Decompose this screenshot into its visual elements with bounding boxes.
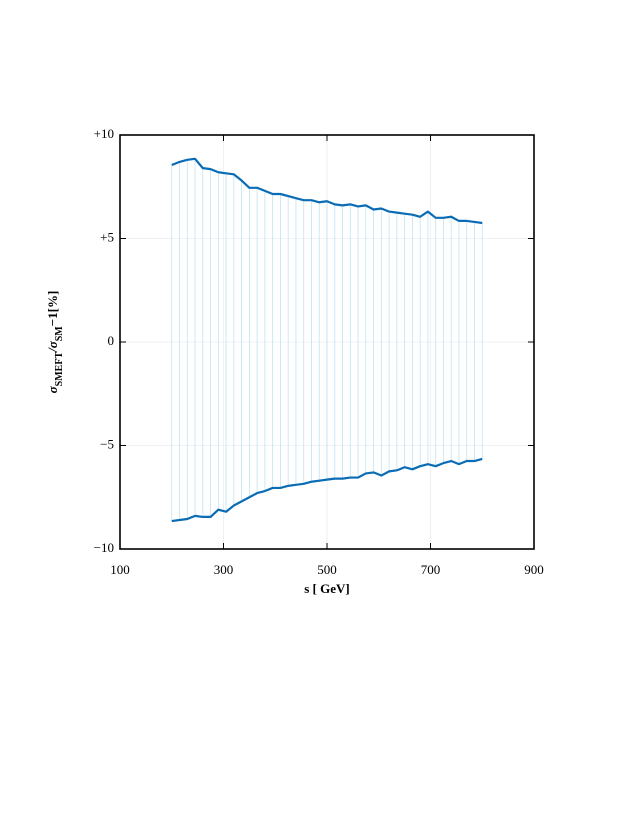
y-tick-label: −10: [94, 540, 114, 555]
y-tick-label: −5: [100, 436, 114, 451]
y-tick-label: +5: [100, 229, 114, 244]
x-tick-label: 100: [110, 562, 130, 577]
series-line: [171, 457, 483, 523]
x-tick-label: 900: [524, 562, 544, 577]
series-line: [171, 157, 483, 225]
y-label-part: −1[%]: [45, 291, 60, 327]
x-axis-label: s [ GeV]: [304, 581, 350, 596]
y-label-part: σ: [45, 385, 60, 393]
y-axis-label: σSMEFT/σSM−1[%]: [45, 291, 65, 394]
y-label-subscript: SM: [54, 326, 65, 342]
x-tick-label: 500: [317, 562, 337, 577]
y-label-part: /σ: [45, 340, 60, 353]
x-tick-label: 300: [214, 562, 234, 577]
y-tick-label: +10: [94, 126, 114, 141]
y-tick-label: 0: [108, 333, 115, 348]
x-tick-label: 700: [421, 562, 441, 577]
plot-frame: [119, 134, 535, 550]
y-label-subscript: SMEFT: [54, 352, 65, 387]
